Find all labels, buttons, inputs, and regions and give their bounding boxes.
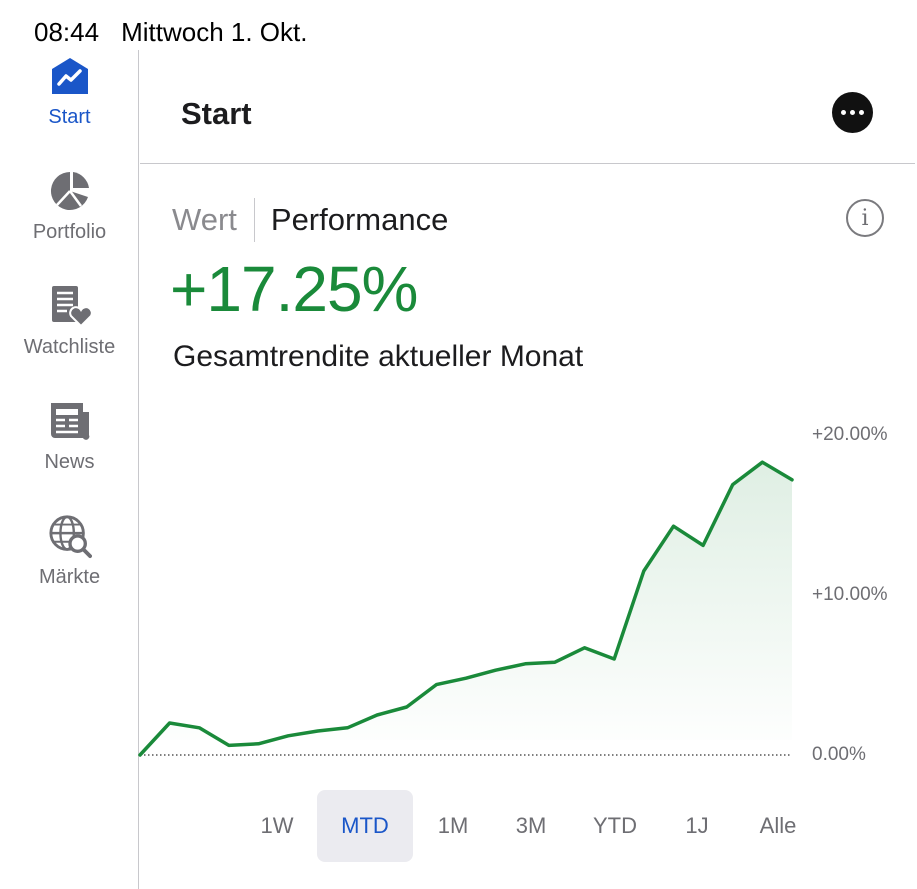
page-title: Start: [181, 96, 252, 131]
sidebar-item-label: Portfolio: [32, 221, 107, 243]
range-1j[interactable]: 1J: [685, 813, 709, 838]
series-area: [140, 462, 792, 755]
y-tick-label-20: +20.00%: [812, 424, 888, 445]
sidebar-item-label: Start: [48, 106, 91, 128]
sidebar-item-news[interactable]: News: [0, 399, 139, 474]
watchlist-heart-icon: [48, 284, 92, 328]
y-tick-label-10: +10.00%: [812, 584, 888, 605]
range-1m[interactable]: 1M: [437, 813, 469, 838]
range-ytd[interactable]: YTD: [593, 813, 637, 838]
more-icon: [841, 110, 846, 115]
sidebar-item-portfolio[interactable]: Portfolio: [0, 169, 139, 244]
sidebar-item-label: Märkte: [38, 566, 101, 588]
status-date: Mittwoch 1. Okt.: [121, 16, 308, 47]
newspaper-icon: [48, 399, 92, 443]
range-alle[interactable]: Alle: [759, 813, 797, 838]
chart-trend-icon: [48, 54, 92, 98]
sidebar-item-label: Watchliste: [23, 336, 116, 358]
sidebar-item-maerkte[interactable]: Märkte: [0, 514, 139, 589]
performance-value: +17.25%: [170, 253, 418, 325]
status-time: 08:44: [34, 16, 100, 47]
status-bar: 08:44 Mittwoch 1. Okt.: [34, 16, 307, 48]
tab-performance[interactable]: Performance: [270, 202, 449, 237]
pie-chart-icon: [48, 169, 92, 213]
segment-divider: [253, 198, 255, 242]
performance-label: Gesamtrendite aktueller Monat: [173, 340, 584, 373]
sidebar-item-watchliste[interactable]: Watchliste: [0, 284, 139, 359]
y-tick-label-0: 0.00%: [812, 744, 866, 765]
globe-search-icon: [48, 514, 92, 558]
chart-plot: [138, 460, 794, 757]
sidebar-item-label: News: [44, 451, 95, 473]
time-range-selector: 1W MTD 1M 3M YTD 1J Alle: [140, 790, 917, 862]
sidebar-item-start[interactable]: Start: [0, 54, 139, 129]
range-3m[interactable]: 3M: [515, 813, 547, 838]
tab-wert[interactable]: Wert: [172, 202, 237, 237]
main-panel: Start Wert Performance i +17.25% Gesamtr…: [138, 50, 917, 889]
info-icon[interactable]: i: [846, 199, 884, 237]
sidebar: Start Portfolio Watchliste: [0, 50, 139, 889]
value-performance-toggle: Wert Performance: [172, 198, 448, 242]
range-mtd[interactable]: MTD: [317, 790, 413, 862]
performance-chart: +20.00% +10.00% 0.00%: [138, 410, 917, 790]
more-button[interactable]: [832, 92, 873, 133]
range-1w[interactable]: 1W: [260, 813, 294, 838]
top-bar: Start: [140, 50, 915, 164]
